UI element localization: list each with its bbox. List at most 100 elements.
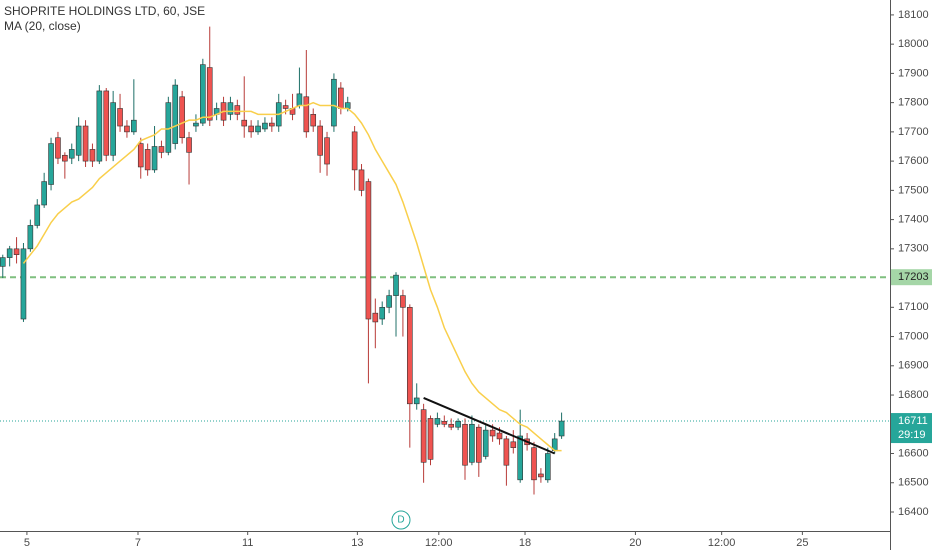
candle-body: [193, 122, 199, 127]
candle-body: [20, 248, 27, 320]
candle-body: [331, 78, 337, 127]
x-tick-label: 11: [242, 537, 253, 549]
y-tick-label: 17300: [898, 243, 929, 255]
candle-body: [455, 421, 461, 428]
candle-body: [503, 438, 510, 466]
candle-body: [296, 93, 303, 106]
candle-body: [434, 418, 441, 425]
y-tick-label: 17600: [898, 155, 929, 167]
candle-body: [338, 87, 344, 109]
candle-body: [234, 105, 241, 115]
y-tick-label: 17000: [898, 330, 929, 342]
candle-body: [386, 295, 392, 308]
candle-body: [496, 432, 503, 440]
y-tick-label: 16900: [898, 360, 929, 372]
candle-body: [144, 149, 151, 171]
candle-body: [0, 257, 6, 267]
candle-body: [227, 102, 234, 115]
candle-body: [413, 397, 420, 405]
trend-line: [423, 397, 556, 455]
candle-body: [241, 119, 248, 127]
candle-body: [420, 409, 427, 463]
candle-body: [517, 435, 524, 481]
y-tick-label: 18100: [898, 9, 929, 21]
candle-body: [179, 96, 185, 139]
candle-body: [476, 426, 482, 463]
candle-body: [200, 64, 206, 124]
candle-body: [103, 90, 110, 156]
candle-body: [351, 131, 358, 171]
x-tick-label: 12:00: [425, 537, 453, 549]
candle-body: [407, 307, 413, 405]
candle-body: [379, 307, 386, 320]
candle-body: [27, 225, 34, 250]
candle-body: [427, 418, 434, 460]
candle-body: [172, 84, 179, 144]
candle-body: [255, 125, 261, 133]
candle-body: [317, 125, 323, 156]
countdown-label: 29:19: [898, 429, 926, 441]
y-tick-label: 17700: [898, 126, 929, 138]
candle-body: [365, 181, 372, 320]
candle-body: [75, 125, 82, 156]
x-tick-label: 13: [351, 537, 363, 549]
y-tick-label: 17400: [898, 213, 929, 225]
y-tick-label: 16600: [898, 447, 929, 459]
candle-body: [96, 90, 103, 162]
candle-body: [262, 122, 268, 130]
candle-body: [510, 441, 517, 448]
candle-body: [110, 102, 116, 156]
y-tick-label: 18000: [898, 38, 929, 50]
candle-body: [13, 248, 20, 255]
candle-body: [372, 312, 379, 323]
candle-body: [358, 169, 365, 191]
x-tick-label: 5: [24, 537, 30, 549]
candle-body: [55, 137, 61, 159]
candle-body: [68, 149, 75, 159]
candle-body: [124, 125, 130, 133]
candle-body: [6, 248, 13, 258]
candle-body: [489, 429, 496, 437]
candle-body: [206, 67, 213, 121]
y-tick-label: 16500: [898, 477, 929, 489]
x-tick-label: 12:00: [708, 537, 736, 549]
indicator-label: MA (20, close): [4, 19, 81, 33]
candle-body: [34, 204, 41, 226]
candle-body: [158, 146, 165, 153]
candle-body: [544, 453, 551, 481]
candle-body: [393, 274, 399, 296]
candle-body: [469, 423, 475, 463]
candle-body: [131, 119, 137, 133]
session-marker: D: [397, 515, 404, 526]
candle-body: [400, 295, 406, 308]
level-label: 17203: [898, 271, 929, 283]
last-price-box: [891, 413, 932, 444]
y-tick-label: 17100: [898, 301, 929, 313]
candle-body: [269, 122, 275, 127]
y-tick-label: 17900: [898, 67, 929, 79]
candle-body: [117, 108, 123, 127]
x-tick-label: 20: [629, 537, 641, 549]
moving-average: [22, 101, 562, 452]
candle-body: [89, 149, 96, 162]
y-tick-label: 16800: [898, 389, 929, 401]
candle-body: [344, 102, 351, 109]
candle-body: [448, 423, 455, 428]
candle-body: [558, 420, 565, 437]
candle-body: [48, 143, 54, 185]
candle-body: [441, 421, 448, 425]
candle-body: [186, 137, 192, 153]
candle-body: [151, 146, 158, 171]
y-tick-label: 17500: [898, 184, 929, 196]
candle-body: [482, 429, 489, 457]
candle-body: [62, 154, 68, 162]
level-label-box: [891, 269, 932, 286]
candle-body: [137, 143, 144, 168]
candle-body: [324, 137, 330, 165]
session-marker-circle: [391, 510, 411, 530]
x-tick-label: 7: [135, 537, 141, 549]
y-tick-label: 17800: [898, 97, 929, 109]
candle-body: [310, 114, 317, 127]
